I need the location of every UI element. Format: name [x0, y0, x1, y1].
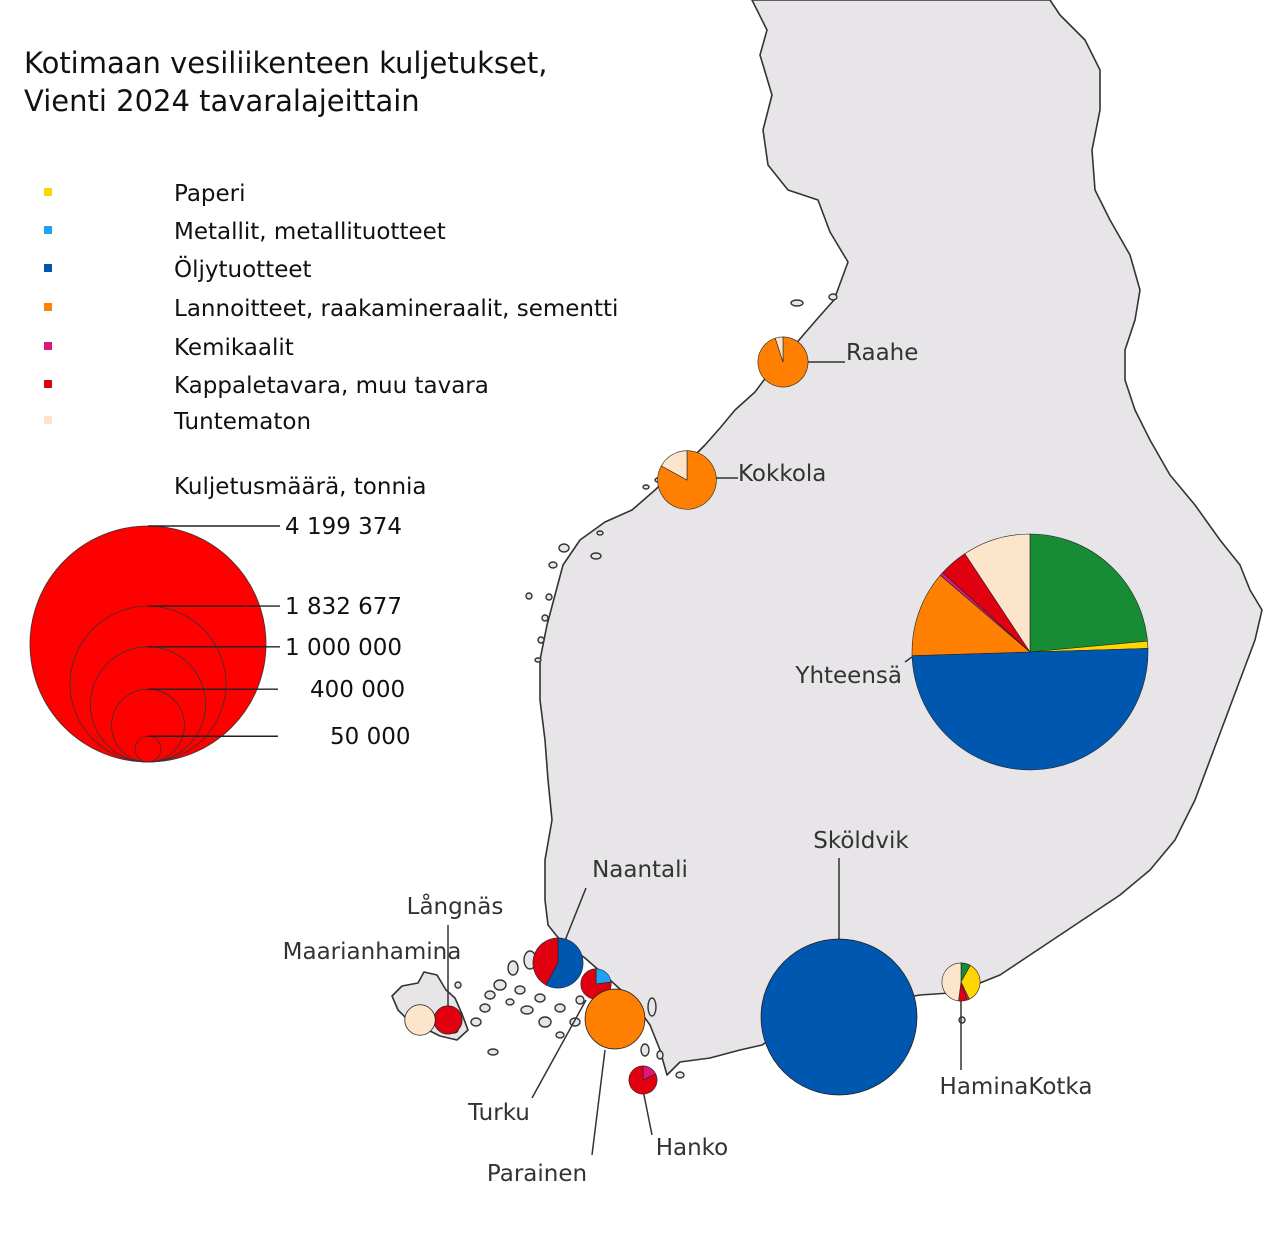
- legend-label: Kappaletavara, muu tavara: [174, 373, 489, 399]
- legend-label: Lannoitteet, raakamineraalit, sementti: [174, 296, 619, 322]
- pie-långnäs: [433, 1005, 463, 1035]
- pie-slice: [911, 648, 1149, 770]
- legend-swatch: [44, 416, 52, 424]
- legend-label: Öljytuotteet: [174, 257, 312, 283]
- port-pies: [404, 336, 1149, 1096]
- pie-slice: [1029, 533, 1148, 653]
- map-title: Kotimaan vesiliikenteen kuljetukset, Vie…: [24, 44, 547, 120]
- legend-swatch: [44, 380, 52, 388]
- size-legend: 4 199 374 1 832 677 1 000 000 400 000 50 000: [29, 514, 410, 763]
- port-label: Hanko: [656, 1135, 729, 1161]
- pie-slice: [532, 937, 559, 986]
- pie-slice: [960, 964, 981, 1000]
- pie-haminakotka: [941, 962, 981, 1002]
- legend-swatch: [44, 188, 52, 196]
- port-label: HaminaKotka: [940, 1074, 1093, 1100]
- port-label: Kokkola: [738, 461, 826, 487]
- pie-maarianhamina: [404, 1004, 436, 1036]
- size-legend-title: Kuljetusmäärä, tonnia: [174, 474, 427, 500]
- size-legend-value: 4 199 374: [285, 514, 402, 540]
- pie-slice: [660, 450, 688, 481]
- pie-slice: [774, 336, 784, 363]
- pie-kokkola: [657, 450, 717, 510]
- port-label: Sköldvik: [813, 828, 909, 854]
- port-label: Naantali: [592, 857, 688, 883]
- leader-line: [531, 999, 587, 1099]
- pie-slice: [964, 533, 1031, 653]
- legend-label: Metallit, metallituotteet: [174, 219, 446, 245]
- pie-slice: [433, 1005, 463, 1035]
- pie-slice: [941, 962, 962, 1002]
- legend-swatch: [44, 342, 52, 350]
- leader-line: [591, 1049, 606, 1156]
- map-title-line1: Kotimaan vesiliikenteen kuljetukset,: [24, 46, 548, 80]
- port-label: Yhteensä: [794, 663, 902, 689]
- pie-slice: [584, 988, 646, 1050]
- size-legend-value: 1 832 677: [285, 594, 402, 620]
- pie-parainen: [584, 988, 646, 1050]
- legend-label: Paperi: [174, 181, 246, 207]
- map-title-line2: Vienti 2024 tavaralajeittain: [24, 84, 420, 118]
- port-label: Turku: [467, 1100, 530, 1126]
- port-label: Raahe: [846, 340, 918, 366]
- pie-yhteensä: [911, 533, 1149, 770]
- leader-line: [563, 887, 587, 944]
- port-labels: Raahe Kokkola Yhteensä Sköldvik HaminaKotka N…: [283, 340, 1093, 1187]
- port-label: Långnäs: [407, 892, 504, 920]
- size-legend-value: 50 000: [330, 724, 410, 750]
- legend-label: Tuntematon: [174, 409, 312, 435]
- pie-raahe: [757, 336, 809, 388]
- pie-slice: [545, 937, 584, 989]
- pie-sköldvik: [760, 938, 918, 1096]
- size-legend-value: 1 000 000: [285, 635, 402, 661]
- port-label: Maarianhamina: [283, 939, 462, 965]
- legend-swatch: [44, 303, 52, 311]
- legend-swatch: [44, 264, 52, 272]
- leader-line: [904, 656, 913, 663]
- pie-hanko: [628, 1065, 658, 1095]
- leader-line: [642, 1089, 653, 1136]
- pie-slice: [760, 938, 918, 1096]
- pie-slice: [911, 574, 1031, 656]
- pie-naantali: [532, 937, 584, 989]
- finland-mainland: [539, 0, 1263, 1076]
- legend-swatch: [44, 226, 52, 234]
- size-legend-value: 400 000: [310, 677, 405, 703]
- legend-label: Kemikaalit: [174, 335, 294, 361]
- size-legend-circle: [29, 525, 267, 763]
- pie-slice: [628, 1065, 658, 1095]
- port-label: Parainen: [487, 1161, 587, 1187]
- pie-slice: [404, 1004, 436, 1036]
